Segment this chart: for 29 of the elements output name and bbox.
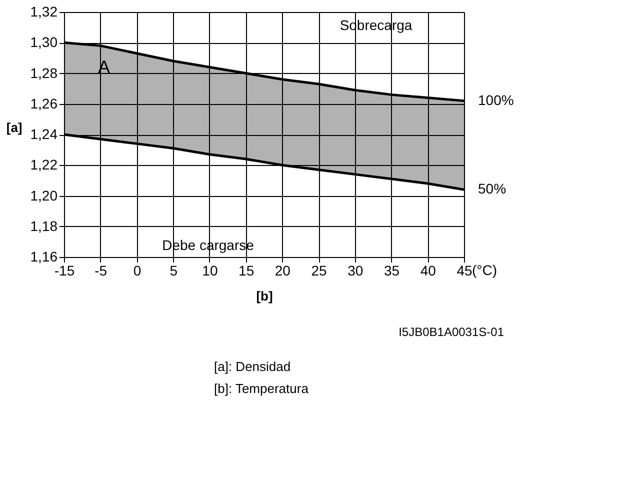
x-axis-title: [b]: [256, 288, 273, 304]
x-tick-label: 25: [311, 262, 328, 278]
y-tick-label: 1,24: [30, 126, 58, 142]
y-tick-label: 1,20: [30, 187, 58, 204]
x-tick-label: -5: [94, 262, 108, 278]
x-tick-label: 40: [420, 262, 436, 278]
y-axis-title: [a]: [6, 120, 22, 135]
series-label: 100%: [478, 92, 514, 108]
y-tick-label: 1,26: [30, 95, 58, 112]
x-tick-label: 10: [202, 262, 218, 278]
text: [b]: Temperatura: [214, 381, 310, 396]
y-tick-label: 1,16: [30, 248, 58, 264]
y-tick-label: 1,22: [30, 156, 58, 173]
y-tick-label: 1,32: [30, 4, 58, 20]
x-tick-label: 0: [133, 262, 142, 278]
x-tick-label: 5: [170, 262, 178, 278]
text: (°C): [472, 262, 498, 278]
x-tick-label: 20: [274, 262, 291, 278]
y-tick-label: 1,28: [30, 64, 58, 81]
y-tick-label: 1,30: [30, 34, 58, 50]
x-tick-label: 30: [348, 262, 364, 278]
x-tick-label: -15: [54, 262, 75, 278]
x-tick-label: 45: [456, 262, 472, 278]
text: I5JB0B1A0031S-01: [398, 325, 504, 339]
x-tick-label: 35: [384, 262, 400, 278]
series-label: 50%: [478, 180, 506, 197]
x-tick-label: 15: [238, 262, 254, 278]
text: [a]: Densidad: [214, 359, 291, 374]
y-tick-label: 1,18: [30, 218, 58, 234]
